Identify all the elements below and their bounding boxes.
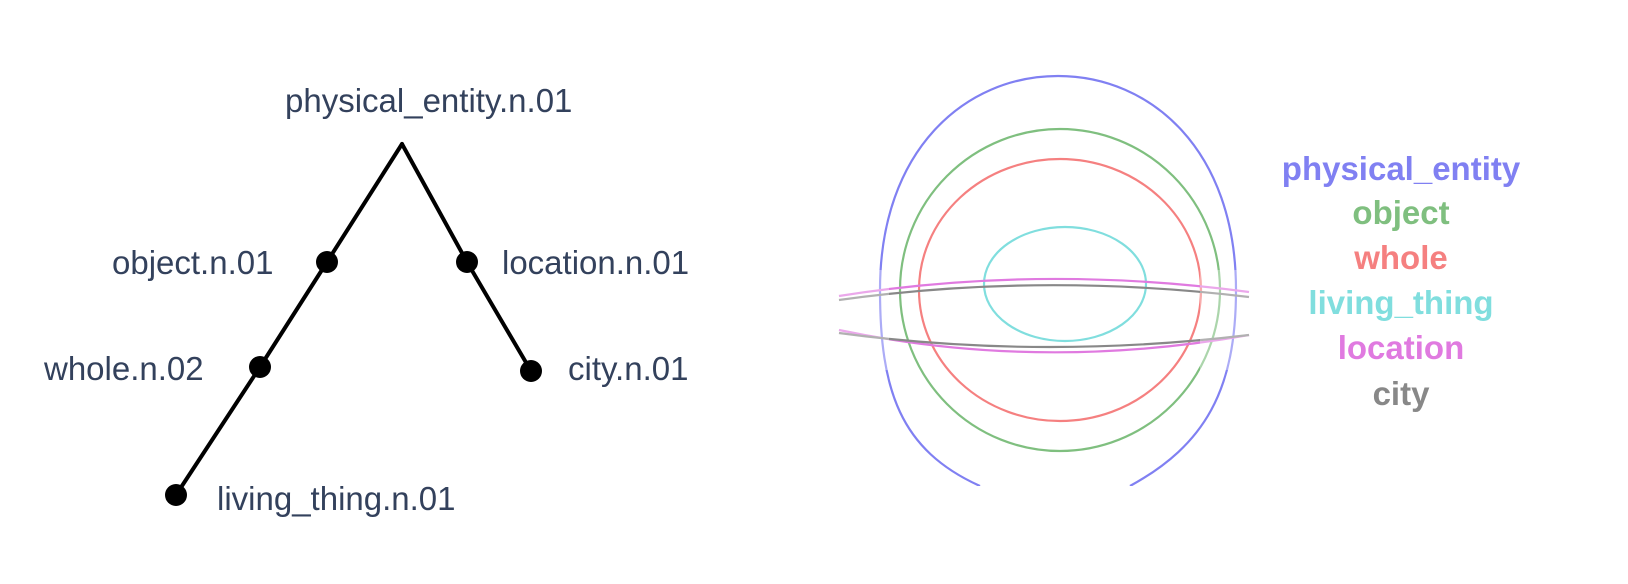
node-location bbox=[456, 251, 478, 273]
legend-physical-entity: physical_entity bbox=[1282, 150, 1521, 187]
edge-location-city bbox=[465, 260, 533, 373]
edge-whole-living-thing bbox=[174, 365, 262, 497]
node-whole bbox=[249, 356, 271, 378]
tree-edges bbox=[174, 142, 533, 497]
label-whole: whole.n.02 bbox=[43, 350, 204, 387]
region-fade-left bbox=[839, 270, 889, 370]
legend-city: city bbox=[1373, 375, 1431, 412]
region-embedding bbox=[838, 74, 1250, 486]
label-location: location.n.01 bbox=[502, 244, 689, 281]
node-city bbox=[520, 360, 542, 382]
legend-object: object bbox=[1352, 194, 1449, 231]
region-city-top bbox=[838, 284, 1250, 302]
hierarchy-tree: physical_entity.n.01 object.n.01 locatio… bbox=[43, 82, 689, 517]
legend-location: location bbox=[1338, 329, 1465, 366]
region-physical-entity bbox=[878, 74, 1238, 486]
legend-whole: whole bbox=[1353, 239, 1448, 276]
region-fade-right bbox=[1200, 270, 1249, 370]
label-physical-entity: physical_entity.n.01 bbox=[285, 82, 572, 119]
region-location-top bbox=[838, 277, 1250, 298]
label-living-thing: living_thing.n.01 bbox=[217, 480, 456, 517]
region-city-bottom bbox=[838, 331, 1250, 349]
region-object bbox=[898, 127, 1222, 453]
edge-root-object bbox=[325, 142, 404, 264]
tree-labels: physical_entity.n.01 object.n.01 locatio… bbox=[43, 82, 689, 517]
edge-object-whole bbox=[258, 260, 329, 369]
legend-living-thing: living_thing bbox=[1308, 284, 1493, 321]
node-living-thing bbox=[165, 484, 187, 506]
region-whole bbox=[917, 157, 1203, 423]
region-living-thing bbox=[982, 225, 1148, 343]
label-city: city.n.01 bbox=[568, 350, 688, 387]
label-object: object.n.01 bbox=[112, 244, 273, 281]
tree-nodes bbox=[165, 251, 542, 506]
legend: physical_entity object whole living_thin… bbox=[1282, 150, 1521, 412]
edge-root-location bbox=[400, 142, 469, 264]
node-object bbox=[316, 251, 338, 273]
